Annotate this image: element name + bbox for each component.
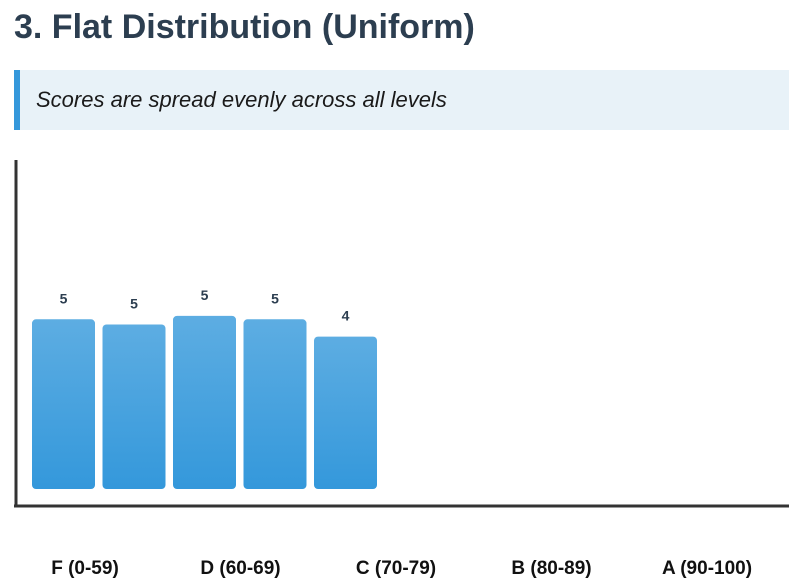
subtitle-text: Scores are spread evenly across all leve… <box>36 87 447 112</box>
page-title: 3. Flat Distribution (Uniform) <box>14 8 475 46</box>
bar-4 <box>314 336 377 489</box>
category-labels: F (0-59) D (60-69) C (70-79) B (80-89) A (90… <box>51 558 752 579</box>
category-label: D (60-69) <box>200 558 280 579</box>
bar-3 <box>243 319 307 489</box>
bar-value-label: 5 <box>60 290 68 306</box>
bar-value-label: 4 <box>342 308 350 324</box>
bar-value-label: 5 <box>201 287 209 303</box>
bar-1 <box>102 324 166 489</box>
bar-value-label: 5 <box>271 290 279 306</box>
bar-0 <box>32 319 95 489</box>
category-label: C (70-79) <box>356 558 436 579</box>
bars-layer: 5 5 5 5 4 <box>32 287 377 489</box>
category-label: B (80-89) <box>511 558 591 579</box>
category-label: A (90-100) <box>662 558 752 579</box>
bar-2 <box>173 315 236 489</box>
subtitle-callout: Scores are spread evenly across all leve… <box>14 70 789 130</box>
bar-value-label: 5 <box>130 296 138 312</box>
category-label: F (0-59) <box>51 558 119 579</box>
